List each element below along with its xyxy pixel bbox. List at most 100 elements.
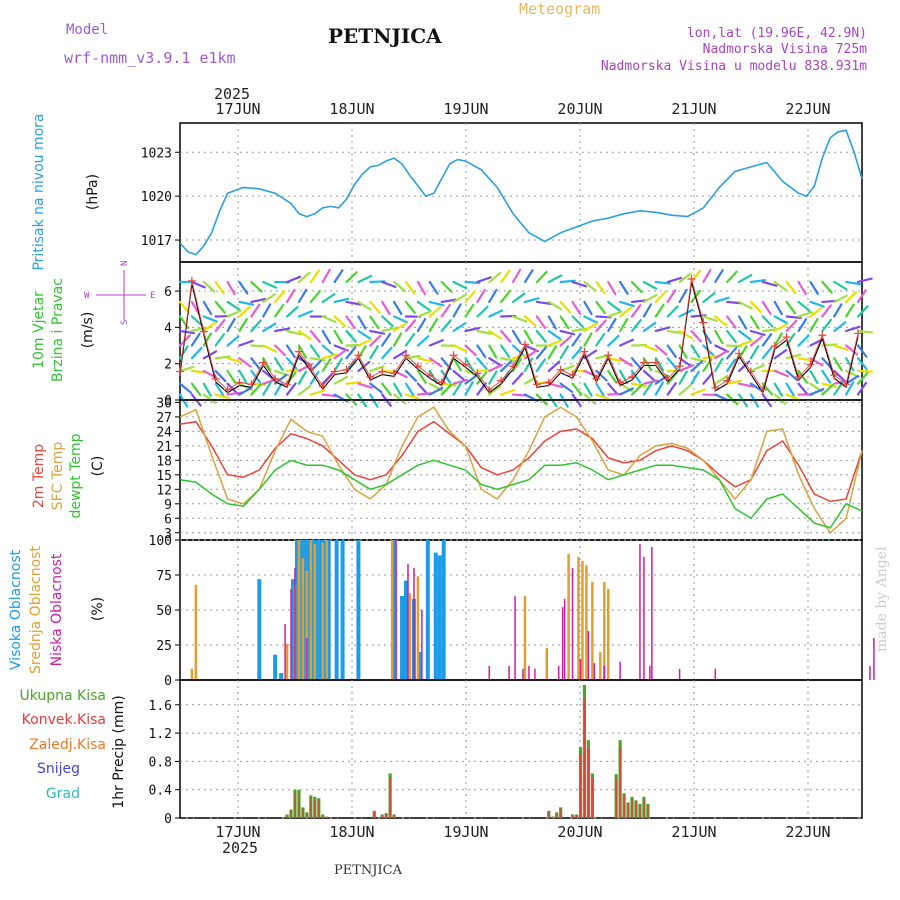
wind-arrow [226, 382, 239, 395]
mid-cloud-bar [523, 596, 527, 680]
wind-arrow [654, 280, 671, 285]
wind-arrow [297, 385, 312, 396]
wind-arrow [666, 344, 677, 359]
wind-arrow [428, 339, 444, 347]
wind-arrow [238, 386, 253, 396]
wind-gust-marker [271, 374, 280, 383]
wind-arrow [535, 329, 547, 343]
conv-precip-bar [393, 814, 395, 818]
top-date-axis: 17JUN 18JUN 19JUN 20JUN 21JUN 22JUN [215, 100, 830, 118]
wind-arrow [571, 327, 588, 333]
wind-ylabel-2: Brzina i Pravac [50, 278, 66, 382]
wind-arrow [238, 300, 255, 306]
low-cloud-bar [643, 556, 645, 680]
wind-arrow [476, 357, 488, 370]
wind-arrow [274, 303, 285, 318]
wind-arrow [761, 300, 772, 315]
wind-arrow [773, 332, 783, 347]
conv-precip-bar [572, 814, 574, 818]
wind-gust-marker [532, 380, 541, 389]
wind-arrow [678, 308, 694, 318]
wind-arrow [202, 315, 218, 323]
wind-arrow [262, 322, 277, 333]
wind-arrow [523, 297, 540, 304]
precip-ylabel: 1hr Precip (mm) [111, 695, 127, 808]
wind-arrow [250, 357, 262, 371]
wind-arrow [726, 300, 743, 305]
wind-arrow [416, 310, 432, 318]
wind-arrow [797, 382, 809, 396]
wind-arrow [797, 311, 814, 318]
wind-speed-line [179, 281, 859, 395]
wind-arrow [416, 335, 430, 347]
wind-arrow [500, 360, 513, 373]
wind-arrow [607, 357, 624, 363]
wind-arrow [428, 357, 443, 368]
wind-arrow [809, 338, 825, 347]
bottom-date-label: 19JUN [443, 823, 488, 841]
wind-arrow [226, 280, 236, 296]
wind-arrow [749, 278, 766, 284]
conv-precip-bar [588, 747, 590, 818]
wind-arrow [785, 353, 802, 360]
pressure-ylabel-1: Pritisak na nivou mora [31, 113, 47, 270]
wind-arrow [321, 268, 331, 284]
wind-arrow [654, 290, 667, 304]
wind-arrow [642, 294, 658, 304]
wind-arrow [607, 317, 617, 333]
wind-arrow [452, 344, 468, 353]
wind-gust-marker [556, 365, 565, 374]
wind-arrow [702, 371, 714, 385]
conv-precip-bar [584, 698, 586, 818]
wind-gust-marker [176, 367, 184, 376]
y-tick-label: 1020 [141, 190, 172, 205]
wind-arrow [309, 344, 321, 359]
precip-legend-strat: Zaledj.Kisa [29, 737, 106, 753]
wind-arrow [464, 381, 474, 396]
coords-label: lon,lat (19.96E, 42.9N) [687, 26, 867, 41]
wind-arrow [809, 387, 825, 396]
low-cloud-bar [421, 610, 423, 680]
low-cloud-bar [603, 666, 606, 680]
low-cloud-bar [593, 663, 596, 680]
wind-arrow [262, 381, 272, 396]
wind-arrow [321, 293, 336, 304]
cloud-ylabel-4: (%) [90, 597, 106, 621]
wind-arrow [178, 365, 195, 373]
low-cloud-bar [514, 596, 516, 680]
wind-arrow [488, 370, 498, 385]
wind-arrow [785, 280, 797, 295]
wind-arrow [333, 348, 348, 360]
high-cloud-bar [314, 540, 319, 680]
bottom-date-label: 18JUN [329, 823, 374, 841]
wind-dir-e: E [150, 291, 155, 301]
wind-arrow [309, 389, 326, 396]
wind-arrow [297, 288, 308, 304]
wind-arrow [333, 315, 347, 328]
wind-arrow [619, 317, 629, 333]
wind-arrow [333, 269, 344, 284]
wind-arrow [393, 382, 403, 397]
wind-arrow [452, 381, 463, 396]
wind-panel: 0 2 4 6 [164, 261, 874, 409]
wind-arrow [761, 315, 774, 328]
wind-gust-marker [306, 363, 315, 372]
wind-arrow [511, 358, 522, 373]
panel-frame [179, 399, 863, 541]
wind-gust-marker [544, 378, 553, 387]
wind-arrow [488, 384, 502, 396]
wind-arrow [607, 280, 617, 296]
low-cloud-bar [488, 666, 491, 680]
bottom-date-axis: 17JUN 18JUN 19JUN 20JUN 21JUN 22JUN [215, 823, 830, 841]
wind-arrow [333, 357, 343, 373]
wind-arrow [583, 315, 599, 324]
wind-arrow [500, 289, 511, 304]
wind-dir-n: N [120, 261, 130, 266]
wind-arrow [440, 383, 453, 396]
wind-gust-marker [699, 318, 708, 327]
mid-cloud-bar [581, 561, 584, 680]
wind-arrow [452, 280, 468, 290]
low-cloud-bar [290, 589, 292, 680]
high-cloud-bar [298, 540, 303, 680]
wind-gust-marker [330, 367, 339, 376]
